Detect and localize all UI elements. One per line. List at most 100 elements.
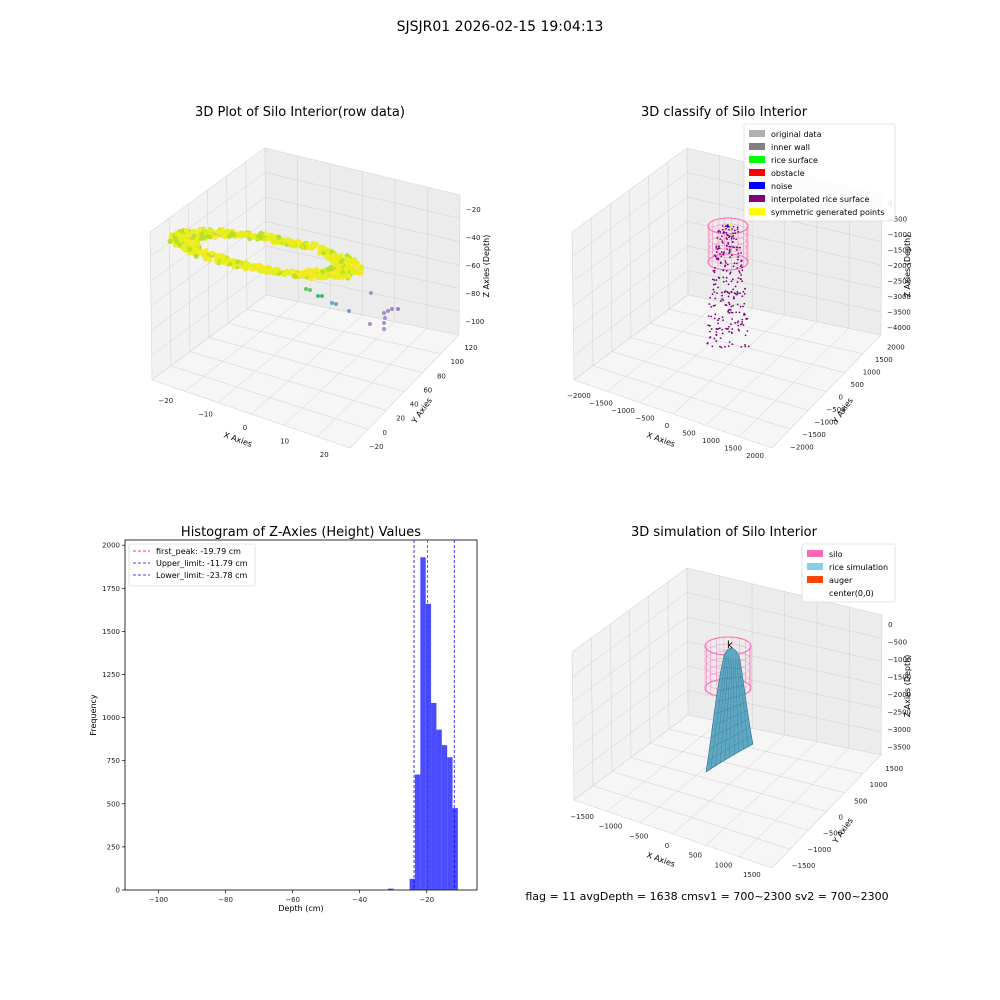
- classify-point: [744, 313, 746, 316]
- classify-point: [736, 226, 739, 229]
- y-tick-label: 250: [107, 843, 120, 851]
- classify-point: [715, 340, 718, 342]
- classify-point: [737, 256, 740, 258]
- classify-point: [729, 323, 732, 326]
- histogram-legend: first_peak: -19.79 cm Upper_limit: -11.79…: [128, 543, 256, 587]
- mesh-line: [720, 676, 743, 680]
- classify-point: [741, 280, 743, 283]
- raw-point: [191, 233, 197, 239]
- raw-point: [338, 258, 344, 265]
- y-tick-label: 1500: [102, 628, 120, 636]
- classify-point: [730, 280, 733, 283]
- classify-point: [746, 330, 749, 332]
- z-tick-label: −2000: [887, 691, 911, 699]
- simulation-plot-legend: silo rice simulation auger center(0,0): [801, 543, 896, 603]
- raw-point: [286, 239, 292, 245]
- raw-point: [250, 234, 256, 240]
- raw-point: [213, 258, 220, 264]
- classify-point: [713, 317, 716, 320]
- grid-lines: [572, 155, 882, 437]
- z-tick-label: −20: [466, 206, 481, 214]
- legend-label: center(0,0): [829, 589, 874, 598]
- raw-point: [317, 244, 324, 251]
- raw-point: [235, 259, 241, 265]
- raw-point: [335, 264, 341, 271]
- raw-point: [180, 244, 186, 251]
- classify-point: [744, 334, 747, 337]
- raw-point: [195, 242, 201, 248]
- classify-point: [713, 279, 716, 281]
- raw-point: [296, 238, 302, 245]
- classify-point: [732, 225, 735, 228]
- x-tick-label: −20: [419, 896, 434, 904]
- raw-point: [194, 246, 200, 252]
- mesh-line: [722, 667, 742, 669]
- raw-point: [209, 250, 215, 256]
- raw-point: [207, 234, 213, 240]
- classify-point: [724, 345, 726, 348]
- classify-point: [727, 243, 730, 245]
- raw-point: [300, 272, 307, 278]
- classify-point: [744, 345, 747, 348]
- y-tick-label: −500: [823, 830, 842, 838]
- classify-point: [737, 292, 739, 295]
- raw-point-deep: [308, 288, 312, 292]
- classify-point: [741, 269, 744, 272]
- classify-point: [734, 232, 737, 235]
- z-tick-label: −2500: [887, 278, 911, 286]
- classify-point: [715, 331, 718, 333]
- x-tick-label: 1500: [743, 871, 761, 879]
- raw-point-deep: [396, 307, 400, 311]
- classify-point: [729, 272, 731, 275]
- classify-plot-points: [706, 223, 750, 349]
- classify-point: [740, 278, 742, 281]
- raw-plot-points: [167, 226, 400, 331]
- classify-point: [730, 311, 733, 314]
- classify-point: [741, 295, 744, 298]
- raw-point: [312, 243, 318, 249]
- classify-point: [719, 261, 722, 264]
- classify-point: [728, 341, 731, 343]
- z-tick-label: −1000: [888, 231, 912, 239]
- x-tick-label: −80: [218, 896, 233, 904]
- classify-point: [740, 251, 742, 254]
- classify-point: [731, 332, 733, 334]
- legend-label: silo: [829, 550, 843, 559]
- classify-point: [728, 235, 731, 238]
- classify-point: [715, 279, 718, 281]
- grid-lines: [572, 575, 882, 857]
- classify-point: [707, 324, 710, 327]
- classify-point: [731, 328, 734, 330]
- classify-point: [714, 283, 717, 286]
- legend-label: Upper_limit: -11.79 cm: [156, 559, 248, 568]
- raw-point: [346, 274, 352, 280]
- legend-label: rice surface: [771, 156, 818, 165]
- classify-point: [713, 271, 716, 274]
- raw-point-deep: [382, 321, 386, 325]
- y-tick-label: 2000: [887, 343, 905, 351]
- legend-label: noise: [771, 182, 792, 191]
- y-tick-label: 0: [382, 429, 386, 437]
- classify-point: [743, 302, 746, 305]
- classify-point: [736, 267, 739, 269]
- classify-point: [738, 311, 741, 314]
- y-tick-label: 1500: [885, 765, 903, 773]
- histogram-bar: [431, 702, 437, 890]
- raw-plot-title: 3D Plot of Silo Interior(row data): [195, 105, 405, 120]
- raw-point: [271, 239, 277, 246]
- y-tick-label: 1250: [102, 671, 120, 679]
- classify-point: [738, 329, 741, 332]
- classify-point: [715, 327, 718, 330]
- classify-point: [715, 245, 718, 248]
- raw-point: [216, 253, 222, 260]
- raw-point: [349, 263, 355, 269]
- raw-point: [206, 229, 213, 236]
- raw-point: [174, 231, 180, 237]
- classify-point: [724, 304, 727, 306]
- raw-point: [183, 227, 190, 233]
- legend-swatch: [807, 563, 823, 570]
- raw-point: [291, 273, 297, 279]
- classify-point: [713, 291, 716, 293]
- x-tick-label: 1000: [715, 861, 733, 869]
